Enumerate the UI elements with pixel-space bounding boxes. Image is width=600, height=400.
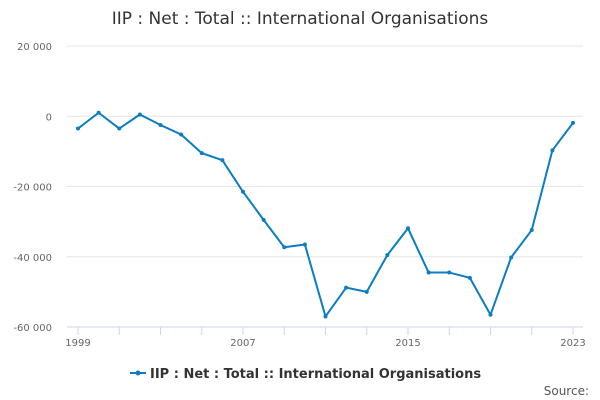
data-point xyxy=(302,242,307,247)
y-tick-label: -20 000 xyxy=(13,183,52,194)
chart-title: IIP : Net : Total :: International Organ… xyxy=(112,9,489,29)
data-point xyxy=(76,126,80,131)
x-tick-label: 2015 xyxy=(395,338,420,349)
data-point xyxy=(282,245,287,250)
data-point xyxy=(550,148,555,153)
data-point xyxy=(117,126,122,131)
data-point xyxy=(426,270,431,275)
legend[interactable]: IIP : Net : Total :: International Organ… xyxy=(130,367,481,382)
y-tick-label: -40 000 xyxy=(13,253,52,264)
data-point xyxy=(96,110,101,115)
data-point xyxy=(158,123,163,128)
data-point xyxy=(364,289,369,294)
data-point xyxy=(467,275,472,280)
data-point xyxy=(261,217,266,222)
data-point xyxy=(571,120,575,125)
data-point xyxy=(406,226,410,231)
y-tick-label: -60 000 xyxy=(13,323,52,334)
legend-marker-symbol xyxy=(135,370,141,376)
data-point xyxy=(447,270,452,275)
y-tick-label: 0 xyxy=(46,112,52,123)
x-axis xyxy=(67,326,583,335)
data-point xyxy=(323,314,328,319)
data-point xyxy=(179,132,184,137)
y-axis: 20 000 0 -20 000 -40 000 -60 000 xyxy=(13,42,52,334)
x-tick-label: 1999 xyxy=(65,338,90,349)
y-tick-label: 20 000 xyxy=(17,42,52,53)
data-point xyxy=(137,112,142,117)
series-line xyxy=(77,111,574,318)
data-point xyxy=(488,312,493,317)
data-point xyxy=(241,189,245,194)
data-point xyxy=(385,252,390,257)
x-tick-label: 2023 xyxy=(560,338,585,349)
x-tick-labels: 1999 2007 2015 2023 xyxy=(65,338,585,349)
data-point xyxy=(199,151,204,156)
legend-label: IIP : Net : Total :: International Organ… xyxy=(150,367,481,382)
series-group xyxy=(76,110,575,319)
data-point xyxy=(344,285,349,290)
data-point xyxy=(509,255,514,260)
grid xyxy=(67,45,583,258)
source-label: Source: xyxy=(544,384,589,398)
x-tick-label: 2007 xyxy=(230,338,255,349)
data-point xyxy=(529,228,534,233)
data-point xyxy=(220,158,225,163)
